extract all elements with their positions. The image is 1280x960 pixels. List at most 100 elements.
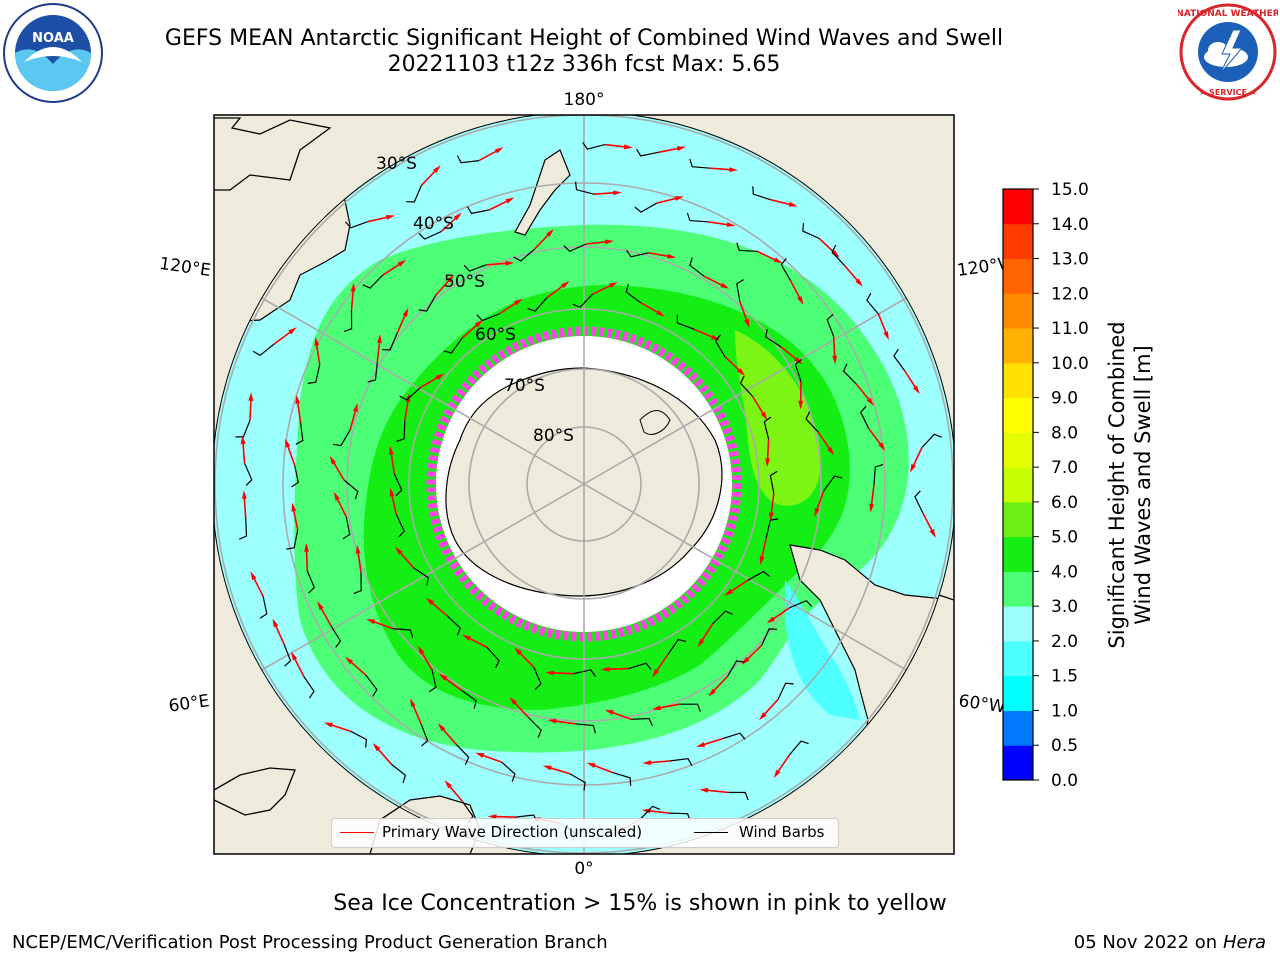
south-america-coastal-shelf [785, 580, 860, 720]
wind-barb [689, 257, 705, 277]
wind-barb [873, 464, 884, 485]
wave-arrow-head [444, 780, 452, 789]
wave-arrow-head [353, 403, 358, 413]
wave-arrow [315, 342, 321, 365]
wind-barb [342, 516, 351, 540]
wave-arrow [441, 727, 457, 745]
wind-barb [533, 667, 542, 690]
colorbar-label-line2: Wind Waves and Swell [m] [1131, 345, 1155, 625]
wave-arrow [648, 760, 671, 764]
wind-barb [406, 185, 422, 203]
colorbar-bin [1003, 293, 1033, 329]
wave-arrow-head [769, 512, 774, 522]
wave-arrow-head [613, 190, 622, 196]
wind-barb [667, 638, 687, 655]
colorbar-tick-label: 13.0 [1051, 250, 1089, 270]
wave-arrow [656, 197, 679, 204]
wind-barb [727, 791, 749, 801]
wave-arrow-head [514, 647, 523, 656]
wave-arrow [592, 763, 614, 774]
wave-arrow-head [542, 765, 552, 771]
svg-text:NATIONAL WEATHER: NATIONAL WEATHER [1178, 9, 1278, 19]
wave-arrow [654, 653, 669, 673]
wind-barb [823, 475, 843, 491]
wave-arrow [648, 252, 671, 258]
colorbar-label-line1: Significant Height of Combined [1105, 321, 1129, 648]
wave-arrow-head [652, 669, 659, 678]
map-frame [213, 114, 955, 855]
wave-arrow [404, 398, 410, 421]
wind-barb [418, 231, 442, 240]
wave-arrow [610, 711, 632, 721]
wave-arrow-head [439, 673, 448, 681]
wind-barb [634, 202, 657, 213]
colorbar-bin [1003, 710, 1033, 746]
wind-barb [362, 274, 384, 289]
wind-barb [626, 249, 649, 258]
wave-arrow [592, 283, 613, 295]
wave-arrow-head [656, 310, 665, 317]
wind-barb [739, 375, 754, 397]
wind-barb [252, 343, 275, 357]
lat-label-40s: 40°S [413, 214, 454, 234]
wave-arrow [252, 576, 264, 597]
wave-arrow-head [883, 331, 889, 341]
wind-barb [463, 264, 487, 272]
date-text: 05 Nov 2022 on [1073, 932, 1218, 953]
colorbar-bin [1003, 397, 1033, 433]
wave-arrow [771, 607, 791, 621]
antarctic-peninsula [639, 410, 671, 435]
wave-arrow [546, 283, 566, 299]
wave-arrow-head [726, 222, 736, 227]
wave-arrow [367, 216, 390, 223]
colorbar-bin [1003, 606, 1033, 642]
wave-arrow [762, 699, 779, 717]
wave-arrow [480, 753, 502, 763]
wave-arrow-head [366, 618, 376, 625]
wind-barb [726, 660, 745, 677]
wind-barb [842, 363, 857, 385]
wave-arrow-head [766, 616, 775, 624]
svg-text:★ SERVICE ★: ★ SERVICE ★ [1199, 88, 1257, 97]
wave-arrow [658, 147, 681, 154]
wave-arrow [376, 747, 392, 765]
wind-barb [428, 669, 437, 693]
wind-barb [802, 223, 820, 240]
colorbar-bin [1003, 536, 1033, 572]
wind-barb [569, 773, 586, 791]
wave-arrow [319, 606, 332, 627]
wave-arrow-head [866, 397, 874, 406]
wave-arrow [832, 336, 836, 359]
wind-barb [259, 596, 268, 619]
wave-arrow-head [389, 445, 394, 455]
wave-arrow-head [759, 556, 765, 565]
wave-arrow [493, 815, 516, 818]
barb-legend-swatch [694, 832, 728, 833]
wind-barb [365, 674, 378, 697]
wave-arrow-head [641, 808, 651, 814]
wind-barb [575, 723, 597, 734]
wave-arrow-head [760, 411, 768, 421]
wind-barb [572, 293, 594, 308]
colorbar-bin [1003, 189, 1033, 225]
wind-barb [382, 333, 398, 351]
wave-arrow-head [699, 787, 709, 793]
wave-arrow-head [462, 634, 471, 641]
wind-barb [573, 669, 596, 677]
wave-arrow-head [350, 282, 356, 292]
wave-arrow [447, 784, 464, 803]
wind-barb [303, 676, 315, 699]
wave-arrow [488, 199, 510, 211]
wave-arrow-head [291, 502, 297, 512]
colorbar-bin [1003, 362, 1033, 399]
wave-arrow [396, 312, 407, 334]
wave-arrow-head [487, 814, 497, 819]
colorbar-tick-label: 1.0 [1051, 701, 1078, 721]
wind-barb [420, 723, 429, 747]
wave-arrow [242, 441, 246, 464]
wave-arrow-head [855, 278, 863, 287]
colorbar-bin [1003, 675, 1033, 711]
wind-barb [395, 514, 405, 538]
wave-arrow [870, 484, 875, 507]
wave-arrow [789, 279, 802, 300]
